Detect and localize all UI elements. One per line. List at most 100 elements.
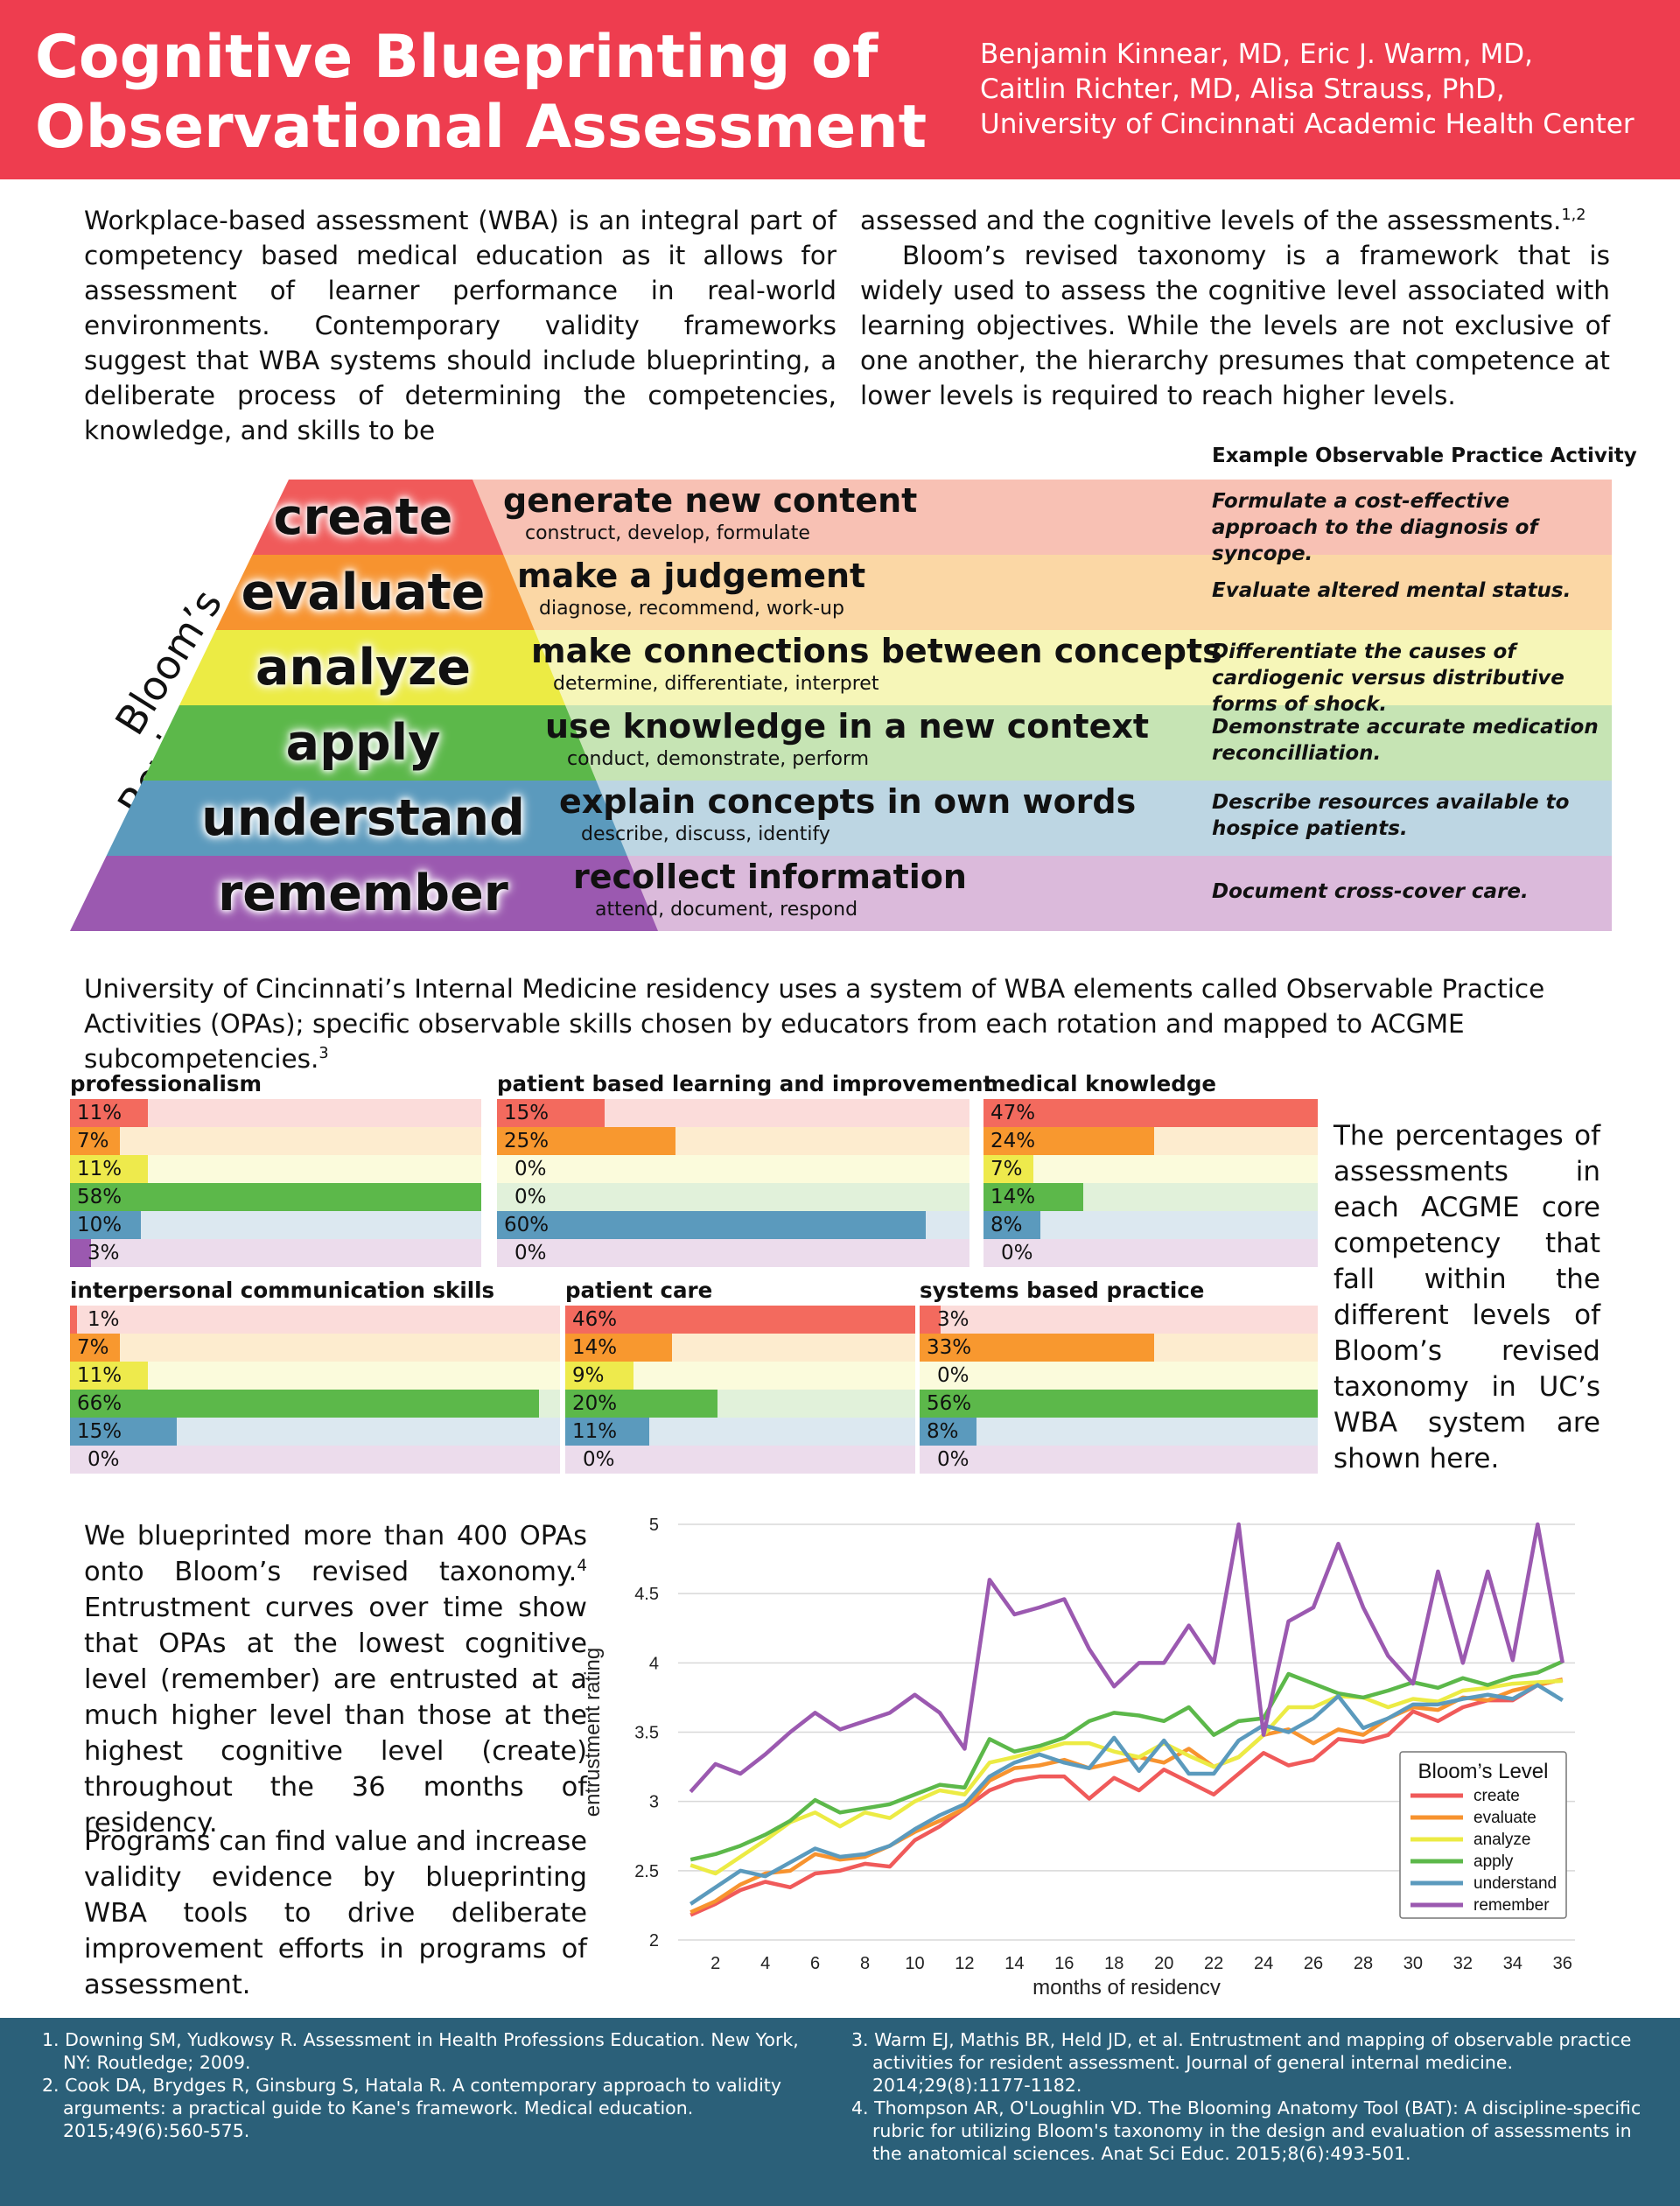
x-tick-label: 28 [1354, 1954, 1373, 1973]
level-band-analyze [503, 630, 1612, 705]
bar-fill [984, 1155, 1033, 1183]
bar-fill [70, 1183, 481, 1211]
y-tick-label: 3.5 [634, 1724, 659, 1743]
x-tick-label: 12 [955, 1954, 974, 1973]
series-line-evaluate [690, 1677, 1564, 1915]
bar-fill [984, 1183, 1083, 1211]
bar-percent: 46% [572, 1308, 618, 1331]
example-apply: Demonstrate accurate medication reconcil… [1212, 716, 1599, 765]
x-tick-label: 6 [810, 1954, 820, 1973]
citation-4: 4 [577, 1556, 587, 1575]
subverbs-understand: describe, discuss, identify [581, 823, 830, 845]
bar-fill [565, 1334, 672, 1362]
x-axis-label: months of residency [1032, 1976, 1221, 1995]
bar-fill [920, 1390, 1318, 1418]
bar-fill [497, 1099, 605, 1127]
x-tick-label: 34 [1503, 1954, 1522, 1973]
legend-title: Bloom’s Level [1418, 1760, 1549, 1783]
x-tick-label: 22 [1204, 1954, 1223, 1973]
bar-band [70, 1239, 481, 1267]
bar-percent: 3% [88, 1242, 120, 1264]
bar-percent: 66% [77, 1392, 122, 1415]
bar-percent: 0% [583, 1448, 615, 1471]
y-tick-label: 4 [649, 1654, 659, 1673]
level-band-understand [534, 781, 1612, 856]
body-p1: We blueprinted more than 400 OPAs onto B… [84, 1521, 587, 1587]
header-banner [0, 0, 1680, 179]
subverbs-create: construct, develop, formulate [525, 522, 810, 544]
body-p1b: Entrustment curves over time show that O… [84, 1593, 587, 1838]
series-line-understand [689, 1683, 1564, 1906]
bar-band [565, 1446, 915, 1474]
example-create: Formulate a cost-effective approach to t… [1212, 490, 1538, 565]
bar-fill [70, 1127, 120, 1155]
x-tick-label: 16 [1054, 1954, 1074, 1973]
bar-percent: 0% [514, 1158, 547, 1180]
x-tick-label: 32 [1453, 1954, 1473, 1973]
bar-band [920, 1362, 1318, 1390]
bar-percent: 58% [77, 1186, 122, 1208]
y-tick-label: 5 [649, 1516, 659, 1535]
x-tick-label: 24 [1254, 1954, 1273, 1973]
reference-4: 4. Thompson AR, O'Loughlin VD. The Bloom… [851, 2097, 1642, 2164]
competency-title: systems based practice [920, 1278, 1205, 1303]
legend-label-remember: remember [1474, 1896, 1550, 1915]
series-line-apply [690, 1659, 1564, 1862]
example-analyze: Differentiate the causes of cardiogenic … [1212, 641, 1564, 716]
phrase-create: generate new content [503, 481, 918, 520]
bar-percent: 7% [77, 1130, 109, 1152]
citation-3: 3 [318, 1045, 329, 1063]
competency-title: patient based learning and improvement [497, 1071, 994, 1096]
pyramid-level-understand [106, 781, 627, 856]
bar-band [70, 1362, 560, 1390]
bar-percent: 0% [514, 1186, 547, 1208]
competency-title: patient care [565, 1278, 713, 1303]
bar-fill [70, 1099, 149, 1127]
pyramid-level-create [252, 480, 504, 555]
bar-band [984, 1239, 1318, 1267]
bloom-pyramid [70, 480, 1612, 931]
y-tick-label: 4.5 [634, 1585, 659, 1604]
bar-percent: 1% [88, 1308, 120, 1331]
phrase-analyze: make connections between concepts [531, 632, 1222, 670]
y-axis-label: entrustment rating [581, 1648, 605, 1817]
bar-band [920, 1306, 1318, 1334]
body-paragraph-2: Programs can find value and increase val… [84, 1826, 587, 2000]
verb-apply: apply [285, 714, 441, 772]
opa-paragraph: University of Cincinnati’s Internal Medi… [84, 971, 1611, 1076]
bar-percent: 9% [572, 1364, 605, 1387]
example-header: Example Observable Practice Activity [1212, 445, 1637, 467]
series-line-create [690, 1677, 1564, 1917]
bar-percent: 14% [572, 1336, 618, 1359]
bar-percent: 15% [504, 1102, 550, 1124]
x-tick-label: 10 [905, 1954, 924, 1973]
bar-fill [984, 1099, 1318, 1127]
example-understand: Describe resources available to hospice … [1212, 791, 1570, 840]
pyramid-level-evaluate [215, 555, 535, 630]
legend-label-understand: understand [1474, 1874, 1557, 1893]
citation-1-2: 1,2 [1561, 207, 1586, 225]
bar-band [920, 1446, 1318, 1474]
bar-percent: 25% [504, 1130, 550, 1152]
bar-fill [70, 1306, 78, 1334]
bar-percent: 47% [990, 1102, 1036, 1124]
bar-band [70, 1446, 560, 1474]
competency-bars: professionalism 11% 7% 11% 58% 10% 3% patient b… [0, 0, 1318, 1474]
level-band-create [472, 480, 1612, 555]
x-tick-label: 30 [1404, 1954, 1423, 1973]
bar-percent: 11% [572, 1420, 618, 1443]
bar-percent: 24% [990, 1130, 1036, 1152]
phrase-remember: recollect information [573, 858, 967, 896]
example-remember: Document cross-cover care. [1212, 880, 1529, 903]
subverbs-analyze: determine, differentiate, interpret [553, 673, 879, 695]
x-tick-label: 18 [1104, 1954, 1124, 1973]
bar-fill [565, 1306, 915, 1334]
y-tick-label: 3 [649, 1793, 659, 1812]
example-evaluate: Evaluate altered mental status. [1212, 579, 1572, 602]
affiliation: University of Cincinnati Academic Health… [980, 109, 1634, 140]
bar-percent: 11% [77, 1102, 122, 1124]
verb-analyze: analyze [255, 639, 472, 697]
bar-fill [70, 1418, 177, 1446]
bar-band [70, 1127, 481, 1155]
bar-percent: 11% [77, 1364, 122, 1387]
